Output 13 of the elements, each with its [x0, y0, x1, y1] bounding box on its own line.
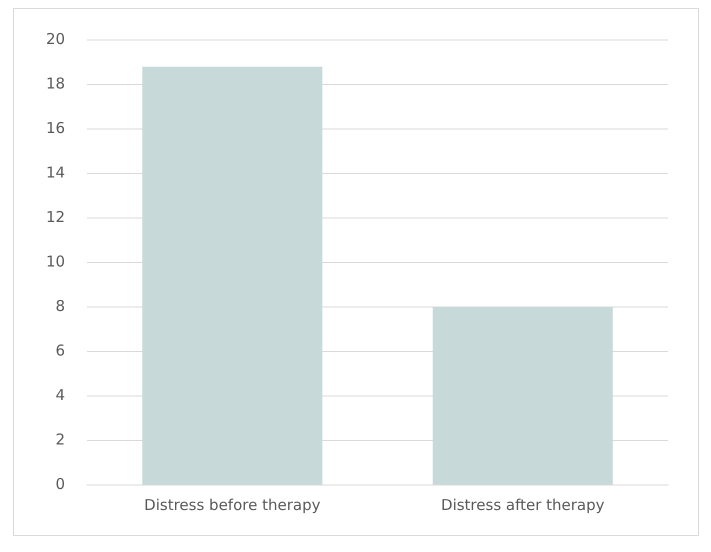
y-tick-label: 10 — [46, 252, 66, 270]
y-tick-label: 20 — [46, 30, 66, 48]
x-tick-label: Distress before therapy — [144, 496, 321, 514]
y-tick-label: 0 — [56, 474, 66, 493]
y-tick-label: 16 — [46, 118, 66, 137]
y-tick-label: 8 — [56, 296, 66, 315]
y-tick-label: 14 — [46, 163, 66, 182]
y-tick-label: 2 — [56, 430, 66, 448]
y-tick-label: 12 — [46, 208, 66, 226]
y-tick-label: 18 — [46, 74, 66, 92]
y-tick-label: 4 — [56, 386, 66, 404]
x-tick-label: Distress after therapy — [441, 496, 605, 514]
y-tick-label: 6 — [56, 341, 66, 360]
